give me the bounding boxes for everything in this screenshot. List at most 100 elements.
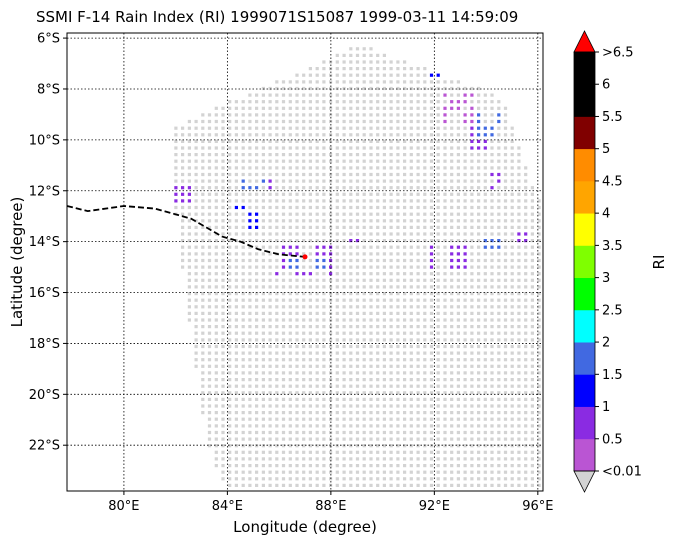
swath-pixel xyxy=(443,483,447,487)
swath-pixel xyxy=(234,219,238,223)
swath-pixel xyxy=(355,113,360,117)
swath-pixel xyxy=(510,159,514,163)
swath-pixel xyxy=(194,265,198,269)
rain-cell xyxy=(315,252,319,256)
swath-pixel xyxy=(194,252,198,256)
swath-pixel xyxy=(349,212,353,216)
swath-pixel xyxy=(174,126,178,130)
swath-pixel xyxy=(396,153,400,157)
swath-pixel xyxy=(362,417,366,421)
swath-pixel xyxy=(389,325,393,329)
swath-pixel xyxy=(201,133,205,137)
swath-pixel xyxy=(436,397,440,401)
swath-pixel xyxy=(214,153,218,157)
swath-pixel xyxy=(524,199,528,203)
swath-pixel xyxy=(261,159,265,163)
swath-pixel xyxy=(503,358,508,362)
swath-pixel xyxy=(335,126,339,130)
swath-pixel xyxy=(409,477,413,481)
swath-pixel xyxy=(221,397,225,401)
swath-pixel xyxy=(228,219,232,223)
swath-pixel xyxy=(335,73,339,77)
swath-pixel xyxy=(302,239,306,243)
swath-pixel xyxy=(436,411,440,415)
swath-pixel xyxy=(396,292,400,296)
swath-pixel xyxy=(490,93,494,97)
swath-pixel xyxy=(241,265,245,269)
swath-pixel xyxy=(537,212,541,216)
swath-pixel xyxy=(255,205,259,210)
swath-pixel xyxy=(429,424,434,428)
swath-pixel xyxy=(416,252,420,256)
swath-pixel xyxy=(228,384,232,388)
swath-pixel xyxy=(234,192,238,196)
swath-pixel xyxy=(497,166,501,170)
swath-pixel xyxy=(288,378,292,382)
rain-cell xyxy=(322,265,326,269)
swath-pixel xyxy=(403,351,407,355)
swath-pixel xyxy=(497,232,501,236)
swath-pixel xyxy=(302,477,306,481)
swath-pixel xyxy=(349,351,353,355)
swath-pixel xyxy=(234,212,238,216)
swath-pixel xyxy=(530,483,534,487)
swath-pixel xyxy=(349,166,353,170)
rain-cell xyxy=(497,245,501,249)
swath-pixel xyxy=(221,411,225,415)
swath-pixel xyxy=(382,411,386,415)
swath-pixel xyxy=(429,384,434,388)
swath-pixel xyxy=(477,179,481,183)
swath-pixel xyxy=(302,325,306,329)
swath-pixel xyxy=(241,311,245,315)
swath-pixel xyxy=(228,477,232,481)
swath-pixel xyxy=(416,430,420,435)
swath-pixel xyxy=(322,437,326,441)
swath-pixel xyxy=(517,364,521,368)
swath-pixel xyxy=(342,119,346,124)
swath-pixel xyxy=(248,239,252,243)
swath-pixel xyxy=(322,311,326,315)
swath-pixel xyxy=(483,331,487,335)
swath-pixel xyxy=(214,126,218,130)
swath-pixel xyxy=(349,391,353,395)
swath-pixel xyxy=(477,159,481,163)
swath-pixel xyxy=(436,179,440,183)
swath-pixel xyxy=(322,364,326,368)
swath-pixel xyxy=(355,331,360,335)
swath-pixel xyxy=(463,411,467,415)
swath-pixel xyxy=(443,232,447,236)
swath-pixel xyxy=(261,272,265,276)
swath-pixel xyxy=(423,258,427,263)
swath-pixel xyxy=(470,252,474,256)
swath-pixel xyxy=(477,265,481,269)
swath-pixel xyxy=(443,325,447,329)
swath-pixel xyxy=(201,371,205,375)
swath-pixel xyxy=(322,60,326,64)
swath-pixel xyxy=(403,464,407,468)
swath-pixel xyxy=(255,364,259,368)
swath-pixel xyxy=(416,378,420,382)
swath-pixel xyxy=(416,219,420,223)
swath-pixel xyxy=(295,205,299,210)
swath-pixel xyxy=(490,404,494,408)
swath-pixel xyxy=(187,179,191,183)
swath-pixel xyxy=(369,325,373,329)
swath-pixel xyxy=(470,219,474,223)
swath-pixel xyxy=(483,437,487,441)
swath-pixel xyxy=(450,139,454,143)
swath-pixel xyxy=(456,272,460,276)
swath-pixel xyxy=(517,146,521,150)
swath-pixel xyxy=(477,430,481,435)
swath-pixel xyxy=(436,371,440,375)
swath-pixel xyxy=(281,199,286,203)
swath-pixel xyxy=(497,411,501,415)
swath-pixel xyxy=(362,397,366,401)
swath-pixel xyxy=(524,278,528,282)
swath-pixel xyxy=(275,464,279,468)
swath-pixel xyxy=(342,430,346,435)
swath-pixel xyxy=(308,119,312,124)
swath-pixel xyxy=(382,278,386,282)
colorbar-segment xyxy=(574,406,595,440)
swath-pixel xyxy=(355,470,360,474)
swath-pixel xyxy=(335,331,339,335)
